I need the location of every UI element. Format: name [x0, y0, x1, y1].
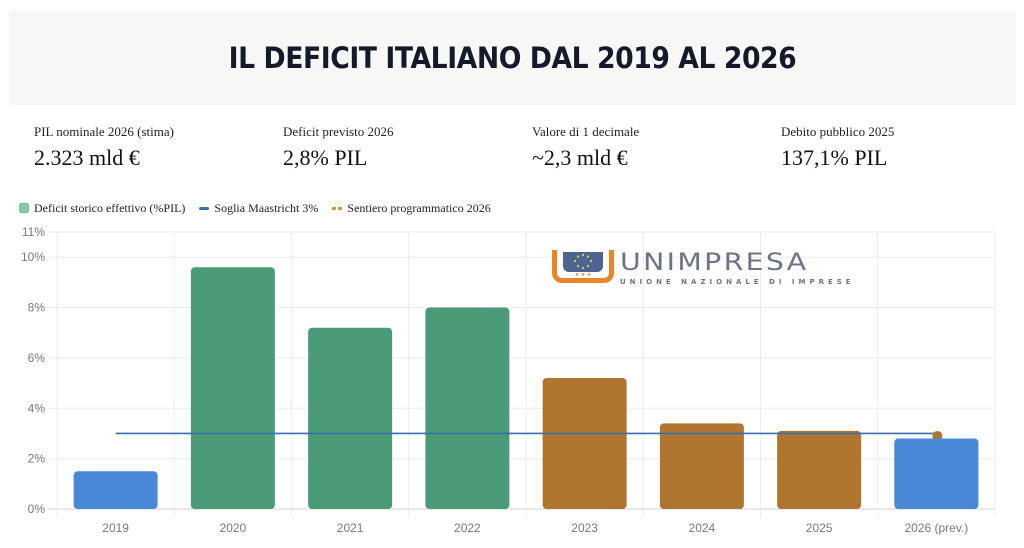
page-title: IL DEFICIT ITALIANO DAL 2019 AL 2026 — [228, 40, 797, 75]
legend-item-deficit-storico[interactable]: Deficit storico effettivo (%PIL) — [19, 201, 185, 216]
bar-2019 — [73, 471, 158, 509]
legend-label: Soglia Maastricht 3% — [214, 200, 319, 215]
x-tick-label: 2025 — [806, 521, 833, 535]
key-figures: PIL nominale 2026 (stima) 2.323 mld € De… — [0, 124, 1024, 174]
stat-valore-decimale: Valore di 1 decimale ~2,3 mld € — [532, 124, 772, 172]
stat-value: 2.323 mld € — [34, 145, 140, 170]
title-banner: IL DEFICIT ITALIANO DAL 2019 AL 2026 — [9, 10, 1016, 105]
x-axis-ticks: 2019 2020 2021 2022 2023 2024 2025 2026 (prev.) — [102, 521, 968, 535]
eu-stars-icon — [573, 253, 593, 270]
y-tick-label: 4% — [28, 401, 46, 415]
stat-pil-nominale: PIL nominale 2026 (stima) 2.323 mld € — [34, 124, 274, 172]
y-tick-label: 2% — [28, 452, 46, 466]
y-tick-label: 10% — [21, 250, 45, 264]
logo-subtitle: UNIONE NAZIONALE DI IMPRESE — [620, 278, 855, 286]
stat-label: Debito pubblico 2025 — [781, 124, 895, 139]
stat-deficit-previsto: Deficit previsto 2026 2,8% PIL — [283, 124, 523, 172]
x-tick-label: 2020 — [220, 521, 247, 535]
deficit-bar-chart: 0% 2% 4% 6% 8% 10% 11% 2019 2020 2021 2022 2023 202… — [21, 225, 996, 535]
legend-swatch-line — [199, 206, 210, 210]
bar-2025 — [777, 430, 862, 509]
legend-label: Deficit storico effettivo (%PIL) — [34, 200, 186, 215]
legend-item-soglia-maastricht[interactable]: Soglia Maastricht 3% — [199, 201, 318, 216]
legend-swatch-dashed — [332, 206, 343, 210]
bar-2026-overlay — [894, 438, 979, 509]
sentiero-programmatico-point — [932, 430, 943, 441]
x-tick-label: 2022 — [454, 521, 481, 535]
x-tick-label: 2023 — [571, 521, 598, 535]
stat-label: Valore di 1 decimale — [532, 124, 640, 139]
bar-2022 — [425, 307, 510, 509]
stat-value: 137,1% PIL — [781, 145, 888, 170]
chart-lines — [115, 430, 979, 509]
stat-label: PIL nominale 2026 (stima) — [34, 124, 174, 139]
y-tick-label: 8% — [28, 301, 46, 315]
stat-debito-pubblico: Debito pubblico 2025 137,1% PIL — [781, 124, 1021, 172]
logo-mark-icon: ★ ★ ★ — [552, 250, 614, 283]
logo-text: UNIMPRESA UNIONE NAZIONALE DI IMPRESE — [620, 250, 872, 288]
x-tick-label: 2019 — [102, 521, 129, 535]
y-tick-label: 11% — [22, 225, 45, 239]
legend-label: Sentiero programmatico 2026 — [347, 200, 491, 215]
bar-2021 — [308, 327, 393, 509]
x-tick-label: 2024 — [689, 521, 716, 535]
legend-swatch-green — [19, 203, 29, 213]
eu-flag-icon — [563, 252, 603, 272]
y-tick-label: 0% — [28, 502, 46, 516]
bar-2024 — [659, 423, 744, 509]
logo-name: UNIMPRESA — [620, 250, 809, 274]
stat-value: 2,8% PIL — [283, 145, 368, 170]
chart-legend: Deficit storico effettivo (%PIL) Soglia … — [19, 200, 505, 216]
x-tick-label: 2021 — [337, 521, 364, 535]
stat-value: ~2,3 mld € — [532, 145, 628, 170]
y-tick-label: 6% — [28, 351, 46, 365]
legend-item-sentiero-programmatico[interactable]: Sentiero programmatico 2026 — [332, 200, 491, 216]
stat-label: Deficit previsto 2026 — [283, 124, 394, 139]
unimpresa-logo: ★ ★ ★ UNIMPRESA UNIONE NAZIONALE DI IMPR… — [552, 250, 872, 288]
logo-stars-label: ★ ★ ★ — [574, 272, 592, 278]
y-axis-ticks: 0% 2% 4% 6% 8% 10% 11% — [21, 225, 45, 516]
bar-2020 — [190, 267, 275, 509]
bar-2023 — [542, 378, 627, 509]
x-tick-label: 2026 (prev.) — [904, 521, 968, 535]
